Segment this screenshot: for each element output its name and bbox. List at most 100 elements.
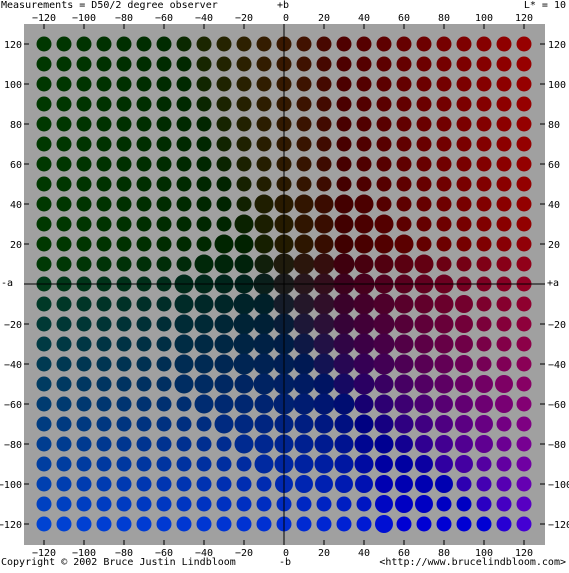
lab-dot [415, 415, 433, 433]
lab-dot [156, 96, 172, 112]
lab-dot [176, 496, 192, 512]
lab-dot [376, 76, 392, 92]
lab-dot [96, 416, 112, 432]
lab-dot [476, 296, 492, 312]
lab-dot [196, 116, 212, 132]
lab-dot [336, 116, 352, 132]
lab-dot [194, 354, 214, 374]
lab-dot [216, 496, 232, 512]
lab-dot [313, 393, 335, 415]
lab-dot [136, 396, 152, 412]
lab-dot [354, 214, 374, 234]
lab-dot [56, 496, 72, 512]
lab-dot [56, 316, 72, 332]
lab-dot [456, 116, 472, 132]
lab-dot [196, 456, 212, 472]
lab-dot [316, 176, 332, 192]
lab-dot [293, 373, 315, 395]
lab-dot [136, 376, 152, 392]
pos-b-axis-label: +b [277, 0, 290, 11]
lab-dot [76, 176, 92, 192]
y-tick-label-left: −120 [0, 520, 22, 531]
lab-dot [516, 476, 532, 492]
lab-dot [214, 394, 234, 414]
lab-dot [476, 176, 492, 192]
lab-dot [354, 254, 374, 274]
lab-dot [214, 294, 234, 314]
x-tick-label-top: 120 [515, 13, 533, 24]
lab-dot [176, 56, 192, 72]
lab-dot [495, 395, 513, 413]
lab-dot [136, 76, 152, 92]
lab-dot [496, 116, 512, 132]
lab-dot [315, 475, 333, 493]
lab-dot [236, 496, 252, 512]
lab-dot [316, 36, 332, 52]
lab-dot [96, 256, 112, 272]
lab-dot [216, 476, 232, 492]
lab-dot [434, 354, 454, 374]
lab-dot [496, 436, 512, 452]
lab-dot [156, 196, 172, 212]
lab-dot [414, 394, 434, 414]
lab-dot [233, 333, 255, 355]
lab-dot [176, 176, 192, 192]
lab-dot [476, 36, 492, 52]
lab-dot [476, 136, 492, 152]
lab-dot [136, 456, 152, 472]
lab-dot [136, 336, 152, 352]
lab-dot [376, 36, 392, 52]
lab-dot [216, 436, 232, 452]
lab-dot [156, 136, 172, 152]
x-tick-label-bottom: −80 [115, 548, 133, 559]
lab-dot [416, 156, 432, 172]
lab-dot [434, 314, 454, 334]
lab-dot [116, 296, 132, 312]
lab-dot [456, 136, 472, 152]
lab-dot [475, 435, 493, 453]
lab-dot [354, 394, 374, 414]
lab-dot [316, 496, 332, 512]
lab-dot [373, 353, 395, 375]
lab-dot [156, 416, 172, 432]
lab-dot [334, 414, 354, 434]
lab-dot [456, 176, 472, 192]
lab-dot [176, 136, 192, 152]
lab-dot [354, 454, 374, 474]
lab-dot [156, 76, 172, 92]
lab-dot [436, 496, 452, 512]
lab-dot [296, 176, 312, 192]
lab-dot [336, 516, 352, 532]
lab-dot [313, 373, 335, 395]
lab-dot [394, 314, 414, 334]
lab-dot [314, 214, 334, 234]
lab-dot [76, 36, 92, 52]
lab-dot [416, 76, 432, 92]
lab-dot [174, 354, 194, 374]
lab-dot [476, 216, 492, 232]
lab-dot [116, 496, 132, 512]
neg-a-axis-label: -a [1, 278, 14, 289]
lab-dot [333, 333, 355, 355]
lab-dot [76, 436, 92, 452]
lab-dot [36, 36, 52, 52]
x-tick-label-bottom: −120 [32, 548, 56, 559]
lab-dot [196, 196, 212, 212]
lab-dot [436, 136, 452, 152]
lab-dot [176, 476, 192, 492]
lab-dot [336, 56, 352, 72]
lab-dot [455, 375, 473, 393]
lab-dot [136, 56, 152, 72]
lab-dot [436, 76, 452, 92]
lab-dot [456, 476, 472, 492]
lab-dot [256, 156, 272, 172]
lab-dot [216, 516, 232, 532]
lab-dot [294, 194, 314, 214]
lab-dot [394, 254, 414, 274]
lab-dot [314, 414, 334, 434]
lab-dot [76, 296, 92, 312]
website-url[interactable]: <http://www.brucelindbloom.com> [379, 557, 566, 568]
lab-dot [56, 236, 72, 252]
lab-dot [36, 316, 52, 332]
lab-dot [96, 396, 112, 412]
